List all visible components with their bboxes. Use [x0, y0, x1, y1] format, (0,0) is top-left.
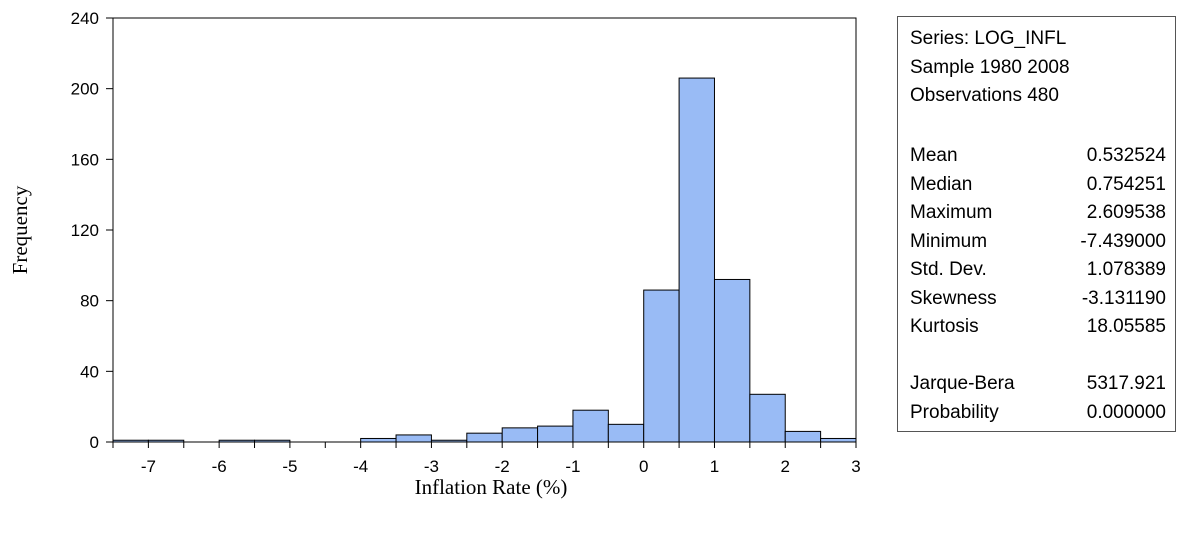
histogram-bar	[254, 439, 291, 443]
x-tick-label: 1	[710, 457, 719, 476]
stat-row: Kurtosis 18.05585	[910, 313, 1166, 342]
histogram-bar	[395, 434, 432, 443]
stat-value: 0.000000	[1086, 401, 1166, 423]
x-axis: -7 -6 -5 -4 -3 -2 -1 0 1 2 3	[112, 442, 861, 476]
stat-label: Probability	[910, 401, 999, 423]
stat-label: Kurtosis	[910, 316, 979, 337]
histogram-bar	[607, 423, 645, 443]
histogram-bar	[112, 439, 149, 443]
stat-value: 2.609538	[1086, 202, 1166, 223]
stat-row: Median 0.754251	[910, 171, 1166, 200]
histogram-bar	[678, 77, 715, 443]
stat-row: Maximum 2.609538	[910, 199, 1166, 228]
observations-count: Observations 480	[910, 85, 1059, 106]
stat-label: Minimum	[910, 230, 988, 252]
x-tick-label: -1	[565, 457, 580, 476]
x-tick-label: -6	[212, 457, 227, 476]
x-tick-label: -3	[424, 457, 439, 476]
histogram-bar	[820, 437, 857, 443]
stat-label: Skewness	[910, 287, 997, 309]
stat-label: Std. Dev.	[910, 259, 987, 280]
y-tick-label: 160	[71, 150, 99, 169]
stat-value: 5317.921	[1086, 373, 1166, 394]
y-tick-label: 120	[71, 221, 99, 240]
histogram-bar	[147, 439, 185, 443]
y-axis: 0 40 80 120 160 200 240	[71, 9, 113, 452]
test-row: Probability 0.000000	[910, 399, 1166, 428]
statistics-panel: Series: LOG_INFL Sample 1980 2008 Observ…	[897, 16, 1176, 432]
x-tick-label: -5	[282, 457, 297, 476]
stat-label: Jarque-Bera	[910, 373, 1015, 394]
stat-label: Median	[910, 173, 973, 195]
histogram-bar	[537, 425, 574, 443]
histogram-bar	[784, 430, 822, 443]
y-tick-label: 80	[80, 292, 99, 311]
x-tick-label: -7	[141, 457, 156, 476]
x-tick-label: 3	[851, 457, 860, 476]
x-tick-label: 2	[781, 457, 790, 476]
bars-group	[112, 77, 857, 443]
stat-label: Mean	[910, 145, 958, 166]
x-tick-label: -4	[353, 457, 368, 476]
y-tick-label: 240	[71, 9, 99, 28]
histogram-bar	[466, 432, 503, 443]
stat-row: Mean 0.532524	[910, 142, 1166, 171]
histogram-bar	[360, 437, 397, 443]
histogram-bar	[501, 427, 539, 443]
y-axis-title: Frequency	[8, 185, 32, 274]
x-axis-title: Inflation Rate (%)	[415, 475, 568, 499]
histogram-bar	[218, 439, 256, 443]
stat-value: -3.131190	[1081, 287, 1166, 309]
y-tick-label: 200	[71, 80, 99, 99]
stat-value: 1.078389	[1086, 259, 1166, 280]
stat-value: 0.532524	[1086, 145, 1166, 166]
y-tick-label: 0	[90, 433, 99, 452]
stat-value: 18.05585	[1086, 316, 1166, 337]
stat-row: Minimum -7.439000	[910, 228, 1166, 257]
x-tick-label: -2	[495, 457, 510, 476]
test-row: Jarque-Bera 5317.921	[910, 370, 1166, 399]
stats-header: Series: LOG_INFL Sample 1980 2008 Observ…	[910, 25, 1070, 111]
stat-row: Std. Dev. 1.078389	[910, 256, 1166, 285]
x-tick-label: 0	[639, 457, 648, 476]
stat-label: Maximum	[910, 202, 993, 223]
histogram-bar	[572, 409, 609, 443]
histogram-bar	[749, 393, 786, 443]
sample-range: Sample 1980 2008	[910, 56, 1070, 78]
stat-row: Skewness -3.131190	[910, 285, 1166, 314]
y-tick-label: 40	[80, 362, 99, 381]
histogram-bar	[430, 439, 468, 443]
histogram-bar	[713, 278, 751, 443]
stat-value: -7.439000	[1080, 230, 1166, 252]
stat-value: 0.754251	[1086, 173, 1166, 195]
histogram-bar	[643, 289, 680, 443]
series-name: Series: LOG_INFL	[910, 28, 1067, 49]
